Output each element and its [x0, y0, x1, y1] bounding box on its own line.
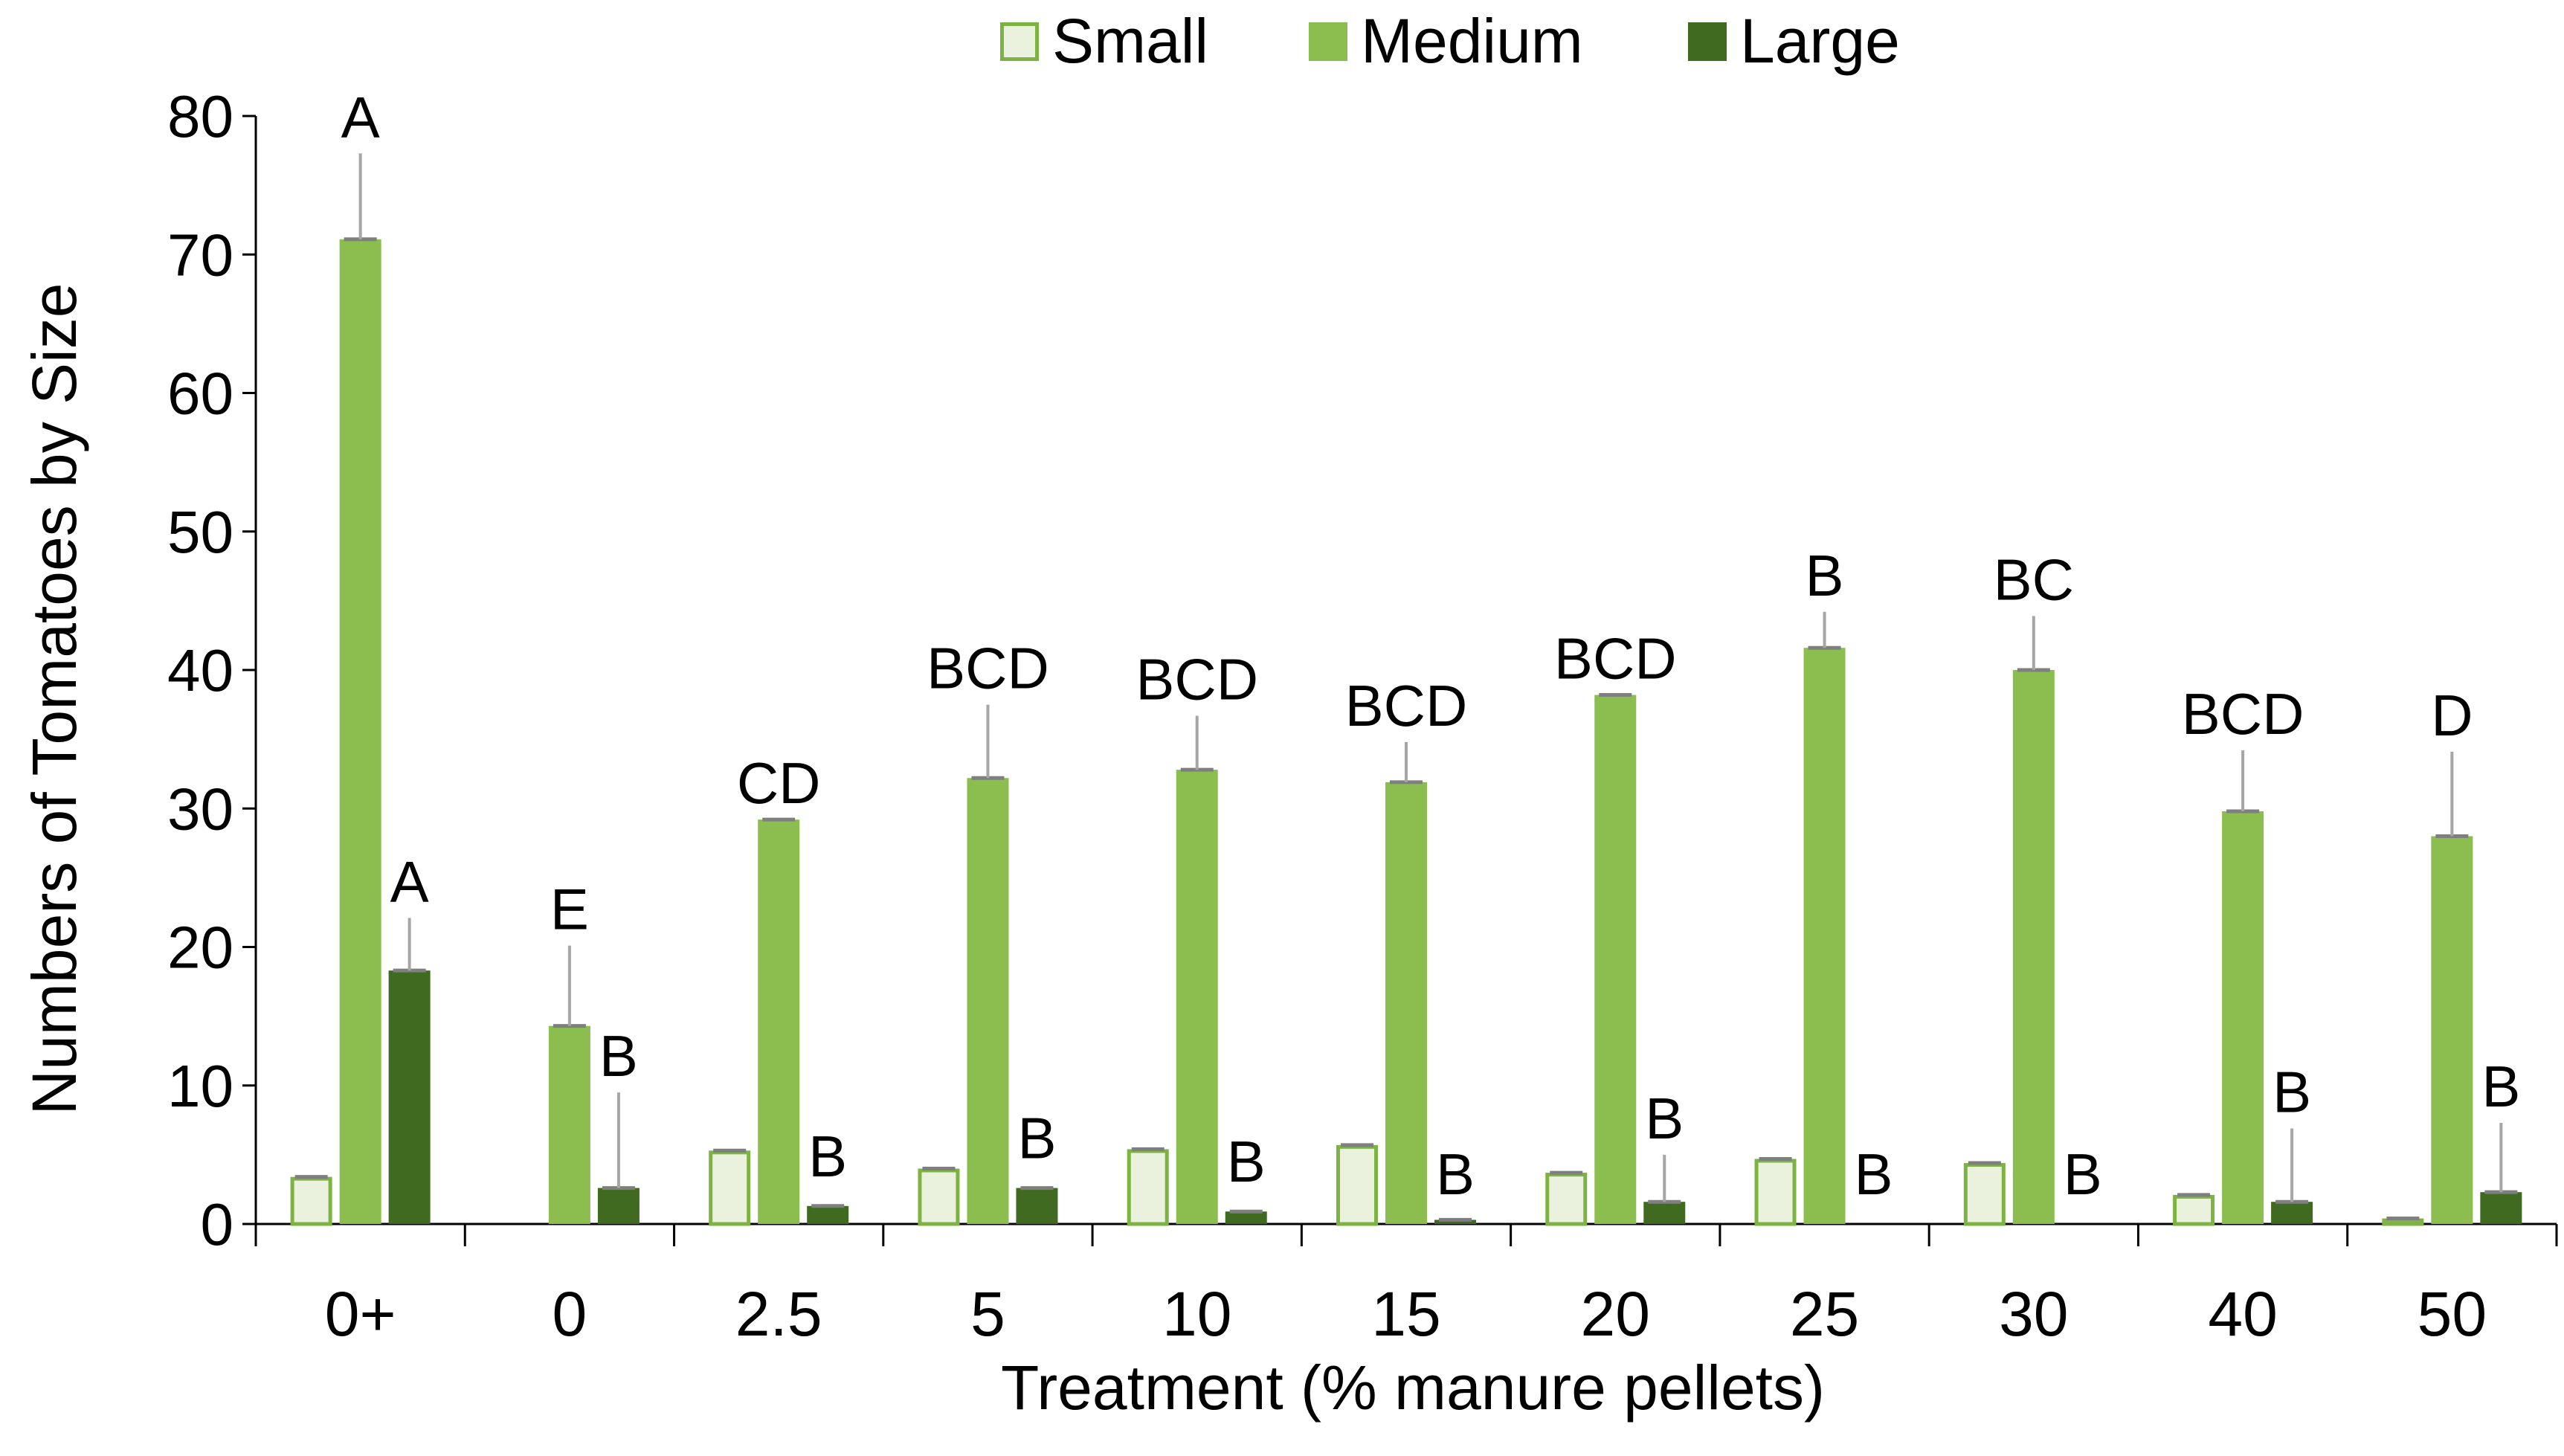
bar-large-20 — [1643, 1202, 1686, 1224]
significance-label: B — [2064, 1141, 2102, 1207]
legend-label-medium: Medium — [1361, 6, 1583, 76]
x-axis: 0+ 0 2.5 5 10 15 20 25 30 40 50 — [254, 1223, 2558, 1349]
bars: A E CD BCD BCD BCD BCD B BC BCD D A B B B B B B B B B B — [290, 84, 2522, 1226]
bar-medium-2.5 — [758, 819, 800, 1224]
significance-label: E — [550, 877, 589, 942]
y-axis-title: Numbers of Tomatoes by Size — [19, 283, 89, 1115]
legend-swatch-large — [1688, 22, 1727, 61]
bar-medium-40 — [2222, 811, 2264, 1224]
y-tick-label: 50 — [167, 499, 233, 565]
x-tick-label: 15 — [1371, 1279, 1440, 1349]
y-axis: 0 10 20 30 40 50 60 70 80 — [167, 83, 257, 1257]
x-tick-label: 20 — [1581, 1279, 1650, 1349]
legend-swatch-small — [1000, 22, 1039, 61]
x-tick-label: 50 — [2418, 1279, 2487, 1349]
x-axis-title: Treatment (% manure pellets) — [1001, 1353, 1825, 1423]
bar-small-50 — [2382, 1218, 2424, 1226]
significance-label: B — [808, 1124, 847, 1189]
bar-small-15 — [1336, 1144, 1378, 1226]
y-tick-label: 30 — [167, 776, 233, 842]
x-tick-label: 40 — [2208, 1279, 2277, 1349]
significance-label: A — [341, 84, 380, 149]
bar-large-10 — [1225, 1211, 1267, 1224]
legend-swatch-medium — [1309, 22, 1347, 61]
bar-small-30 — [1963, 1163, 2006, 1226]
y-tick-label: 10 — [167, 1053, 233, 1119]
bar-large-2.5 — [807, 1205, 849, 1224]
bar-small-40 — [2173, 1194, 2215, 1226]
bar-medium-10 — [1176, 770, 1218, 1224]
axis-titles: Treatment (% manure pellets) Numbers of … — [19, 283, 1825, 1423]
bar-medium-25 — [1803, 648, 1846, 1224]
x-tick-label: 10 — [1162, 1279, 1231, 1349]
x-tick-label: 30 — [1999, 1279, 2068, 1349]
bar-medium-20 — [1594, 695, 1637, 1224]
significance-label: BCD — [927, 636, 1049, 701]
significance-label: BCD — [1554, 626, 1677, 692]
significance-label: B — [599, 1023, 638, 1089]
y-tick-label: 80 — [167, 83, 233, 149]
x-tick-label: 0+ — [325, 1279, 396, 1349]
significance-label: A — [390, 848, 429, 914]
legend-label-small: Small — [1052, 6, 1208, 76]
bar-large-40 — [2271, 1202, 2313, 1224]
significance-label: B — [2273, 1059, 2311, 1124]
bar-small-10 — [1127, 1149, 1169, 1226]
bar-large-0 — [597, 1188, 640, 1224]
bar-small-0+ — [290, 1176, 332, 1226]
bar-large-50 — [2480, 1192, 2522, 1224]
y-tick-label: 0 — [201, 1191, 234, 1257]
bar-medium-5 — [967, 778, 1009, 1224]
bar-small-20 — [1545, 1173, 1588, 1226]
bar-large-5 — [1016, 1188, 1058, 1224]
bar-small-2.5 — [709, 1150, 751, 1226]
y-tick-label: 40 — [167, 637, 233, 703]
significance-label: D — [2431, 683, 2473, 748]
legend-label-large: Large — [1740, 6, 1900, 76]
significance-label: B — [1645, 1086, 1684, 1151]
y-tick-label: 60 — [167, 361, 233, 427]
significance-label: B — [1436, 1141, 1475, 1207]
significance-label: B — [1017, 1106, 1056, 1171]
bar-small-5 — [918, 1168, 960, 1226]
significance-label: BCD — [1136, 646, 1258, 712]
bar-medium-15 — [1385, 782, 1427, 1224]
y-tick-label: 70 — [167, 222, 233, 288]
x-tick-label: 2.5 — [735, 1279, 822, 1349]
bar-large-15 — [1434, 1220, 1476, 1224]
bar-medium-30 — [2012, 670, 2055, 1224]
bar-small-25 — [1754, 1159, 1797, 1226]
x-tick-label: 0 — [553, 1279, 587, 1349]
significance-label: B — [1806, 543, 1844, 608]
significance-label: BCD — [1345, 673, 1468, 738]
significance-label: BC — [1994, 547, 2074, 612]
significance-label: B — [1227, 1129, 1266, 1194]
legend: Small Medium Large — [1000, 6, 1900, 76]
significance-label: B — [2481, 1054, 2520, 1119]
bar-medium-50 — [2431, 836, 2473, 1224]
significance-label: B — [1855, 1141, 1893, 1207]
bar-medium-0+ — [339, 239, 381, 1225]
bar-large-0+ — [388, 970, 431, 1224]
x-tick-label: 25 — [1790, 1279, 1859, 1349]
x-tick-label: 5 — [970, 1279, 1005, 1349]
significance-label: BCD — [2182, 681, 2304, 747]
y-tick-label: 20 — [167, 915, 233, 981]
bar-medium-0 — [548, 1025, 590, 1224]
significance-label: CD — [737, 750, 821, 816]
